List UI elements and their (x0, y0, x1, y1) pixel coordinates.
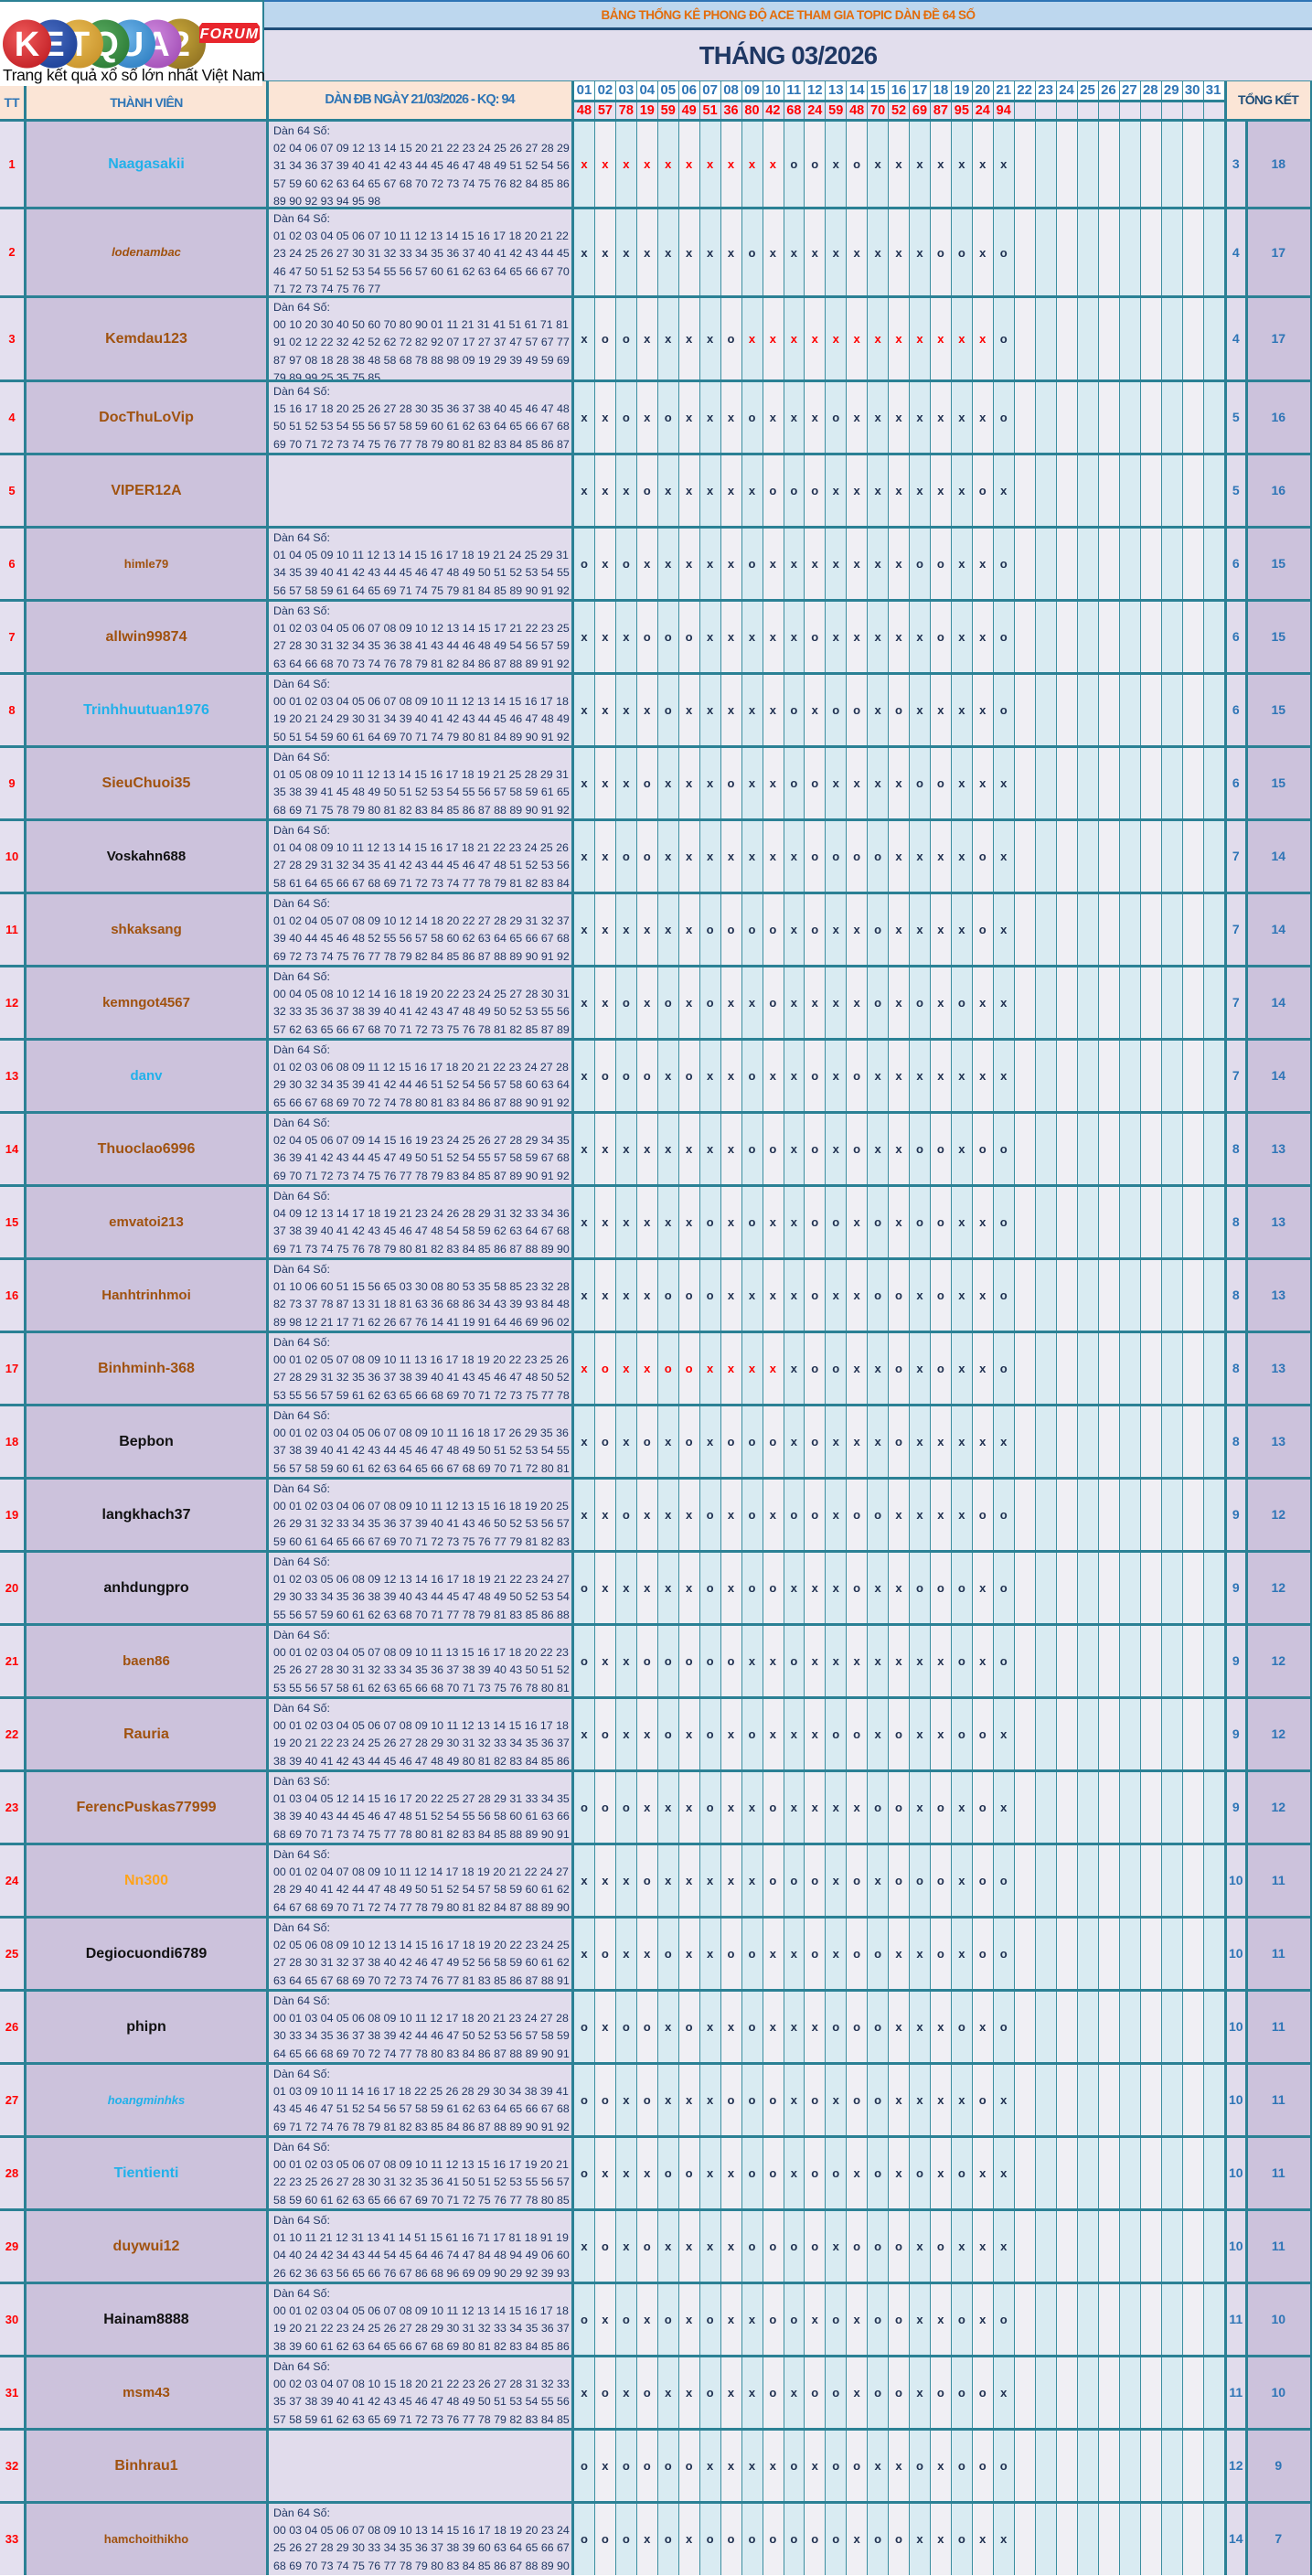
svg-text:FORUM: FORUM (200, 27, 260, 42)
svg-text:K: K (15, 26, 40, 64)
